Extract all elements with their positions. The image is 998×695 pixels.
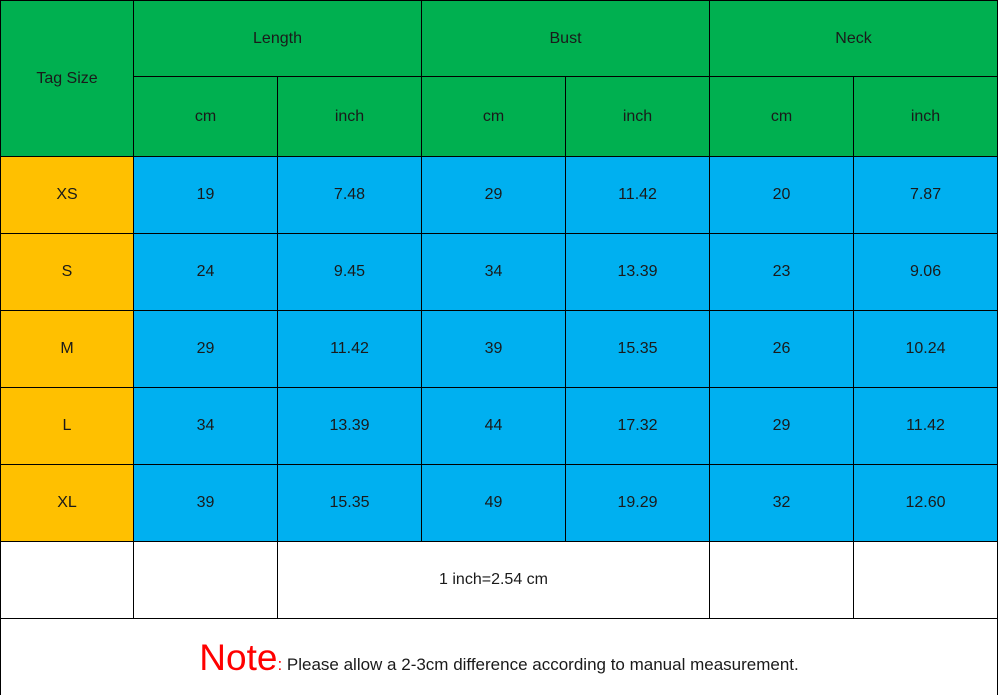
unit-header-neck-inch: inch <box>853 76 998 157</box>
value-cell: 34 <box>133 387 278 465</box>
size-cell: XL <box>0 464 134 542</box>
group-header-length: Length <box>133 0 422 77</box>
value-cell: 13.39 <box>277 387 422 465</box>
size-cell: L <box>0 387 134 465</box>
group-header-bust: Bust <box>420 0 711 77</box>
unit-header-length-inch: inch <box>277 76 422 157</box>
size-cell: M <box>0 310 134 388</box>
value-cell: 23 <box>709 233 855 311</box>
table-row-xs: XS 19 7.48 29 11.42 20 7.87 <box>0 156 998 234</box>
empty-cell <box>133 541 278 619</box>
value-cell: 10.24 <box>853 310 998 388</box>
value-cell: 7.48 <box>277 156 422 234</box>
value-cell: 7.87 <box>853 156 998 234</box>
footnote: Note: Please allow a 2-3cm difference ac… <box>0 618 998 695</box>
value-cell: 29 <box>133 310 278 388</box>
empty-cell <box>709 541 855 619</box>
value-cell: 11.42 <box>277 310 422 388</box>
value-cell: 44 <box>421 387 566 465</box>
value-cell: 32 <box>709 464 855 542</box>
value-cell: 39 <box>421 310 566 388</box>
value-cell: 39 <box>133 464 278 542</box>
value-cell: 24 <box>133 233 278 311</box>
unit-header-bust-cm: cm <box>421 76 566 157</box>
group-header-neck: Neck <box>709 0 998 77</box>
value-cell: 20 <box>709 156 855 234</box>
value-cell: 9.06 <box>853 233 998 311</box>
value-cell: 15.35 <box>564 310 711 388</box>
value-cell: 17.32 <box>564 387 711 465</box>
value-cell: 13.39 <box>564 233 711 311</box>
conversion-row: 1 inch=2.54 cm <box>0 541 998 619</box>
corner-header-tag-size: Tag Size <box>0 0 134 157</box>
value-cell: 29 <box>709 387 855 465</box>
unit-header-neck-cm: cm <box>709 76 855 157</box>
unit-header-bust-inch: inch <box>564 76 711 157</box>
conversion-note: 1 inch=2.54 cm <box>276 541 711 619</box>
empty-cell <box>0 541 134 619</box>
size-cell: S <box>0 233 134 311</box>
value-cell: 19.29 <box>564 464 711 542</box>
value-cell: 26 <box>709 310 855 388</box>
table-row-s: S 24 9.45 34 13.39 23 9.06 <box>0 233 998 311</box>
table-row-xl: XL 39 15.35 49 19.29 32 12.60 <box>0 464 998 542</box>
header-group-row: Tag Size Length Bust Neck <box>0 0 998 157</box>
footnote-text: Please allow a 2-3cm difference accordin… <box>286 654 799 674</box>
value-cell: 49 <box>421 464 566 542</box>
value-cell: 34 <box>421 233 566 311</box>
note-row: Note: Please allow a 2-3cm difference ac… <box>0 618 998 695</box>
empty-cell <box>853 541 998 619</box>
table-row-l: L 34 13.39 44 17.32 29 11.42 <box>0 387 998 465</box>
value-cell: 29 <box>421 156 566 234</box>
unit-header-length-cm: cm <box>133 76 278 157</box>
value-cell: 12.60 <box>853 464 998 542</box>
value-cell: 11.42 <box>564 156 711 234</box>
footnote-label: Note <box>199 636 278 678</box>
value-cell: 11.42 <box>853 387 998 465</box>
size-cell: XS <box>0 156 134 234</box>
value-cell: 9.45 <box>277 233 422 311</box>
table-row-m: M 29 11.42 39 15.35 26 10.24 <box>0 310 998 388</box>
value-cell: 19 <box>133 156 278 234</box>
value-cell: 15.35 <box>277 464 422 542</box>
unit-header-row: cm inch cm inch cm inch <box>1 76 998 157</box>
footnote-colon: : <box>277 654 287 674</box>
